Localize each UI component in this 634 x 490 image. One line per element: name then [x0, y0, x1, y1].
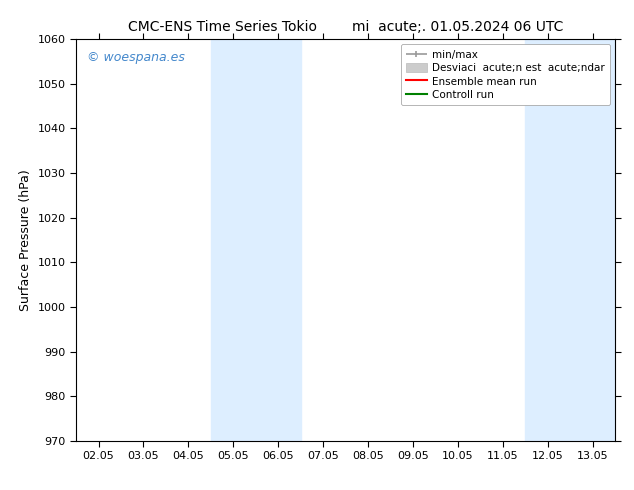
Legend: min/max, Desviaci  acute;n est  acute;ndar, Ensemble mean run, Controll run: min/max, Desviaci acute;n est acute;ndar…	[401, 45, 610, 105]
Bar	[525, 39, 615, 441]
Text: © woespana.es: © woespana.es	[87, 51, 184, 64]
Title: CMC-ENS Time Series Tokio        mi  acute;. 01.05.2024 06 UTC: CMC-ENS Time Series Tokio mi acute;. 01.…	[128, 20, 563, 34]
Y-axis label: Surface Pressure (hPa): Surface Pressure (hPa)	[19, 169, 32, 311]
Bar	[210, 39, 301, 441]
